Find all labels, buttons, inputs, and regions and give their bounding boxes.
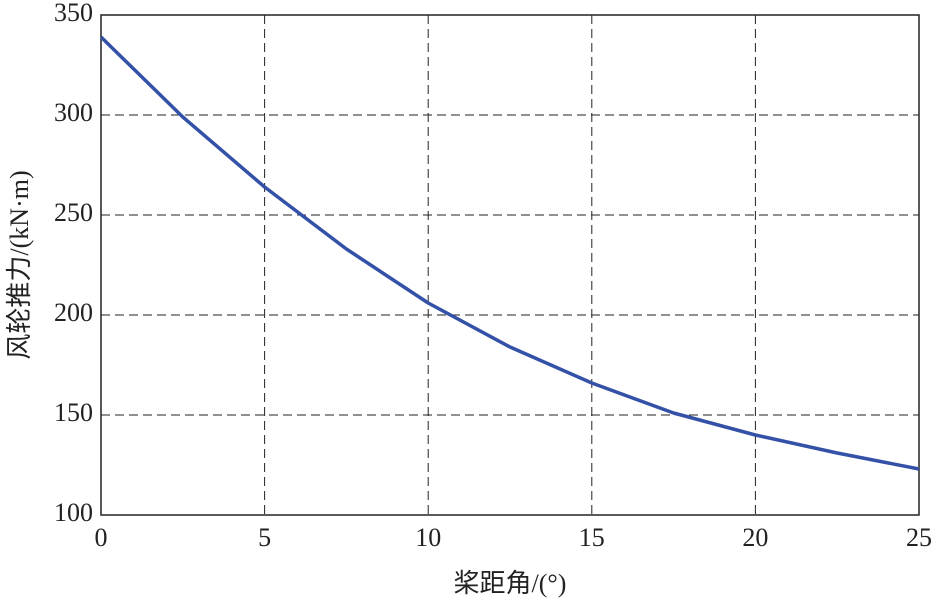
x-tick-label: 20	[742, 523, 768, 552]
x-tick-label: 10	[415, 523, 441, 552]
y-axis-label: 风轮推力/(kN·m)	[5, 170, 34, 359]
y-tick-label: 350	[54, 0, 93, 27]
y-tick-label: 200	[54, 298, 93, 327]
y-tick-label: 300	[54, 98, 93, 127]
x-tick-label: 0	[95, 523, 108, 552]
x-tick-label: 15	[579, 523, 605, 552]
y-tick-label: 150	[54, 398, 93, 427]
y-tick-label: 250	[54, 198, 93, 227]
y-tick-label: 100	[54, 498, 93, 527]
x-tick-label: 5	[258, 523, 271, 552]
plot-frame	[100, 14, 920, 516]
x-axis-label: 桨距角/(°)	[454, 569, 567, 598]
x-tick-label: 25	[906, 523, 932, 552]
data-line	[99, 35, 920, 471]
